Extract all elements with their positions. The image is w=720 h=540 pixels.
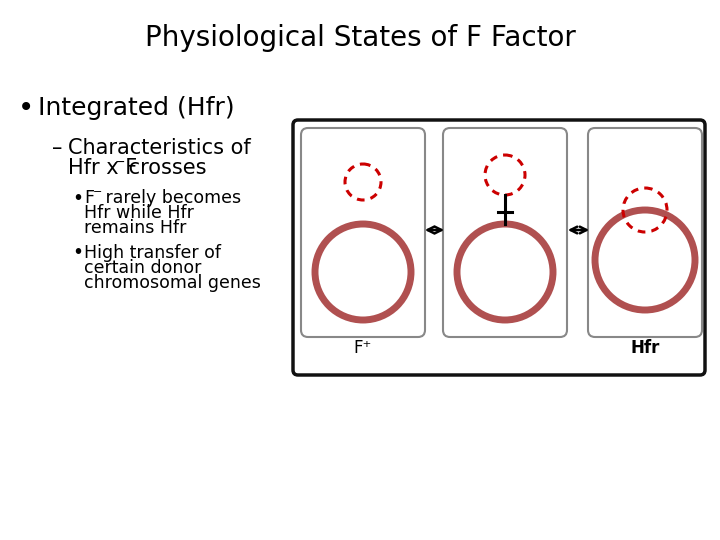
Text: remains Hfr: remains Hfr xyxy=(84,219,186,237)
Text: rarely becomes: rarely becomes xyxy=(100,189,241,207)
Text: crosses: crosses xyxy=(122,158,207,178)
Text: •: • xyxy=(72,244,83,262)
Text: •: • xyxy=(18,94,35,122)
FancyBboxPatch shape xyxy=(443,128,567,337)
Text: F: F xyxy=(84,189,94,207)
Text: F⁺: F⁺ xyxy=(354,339,372,357)
Text: Hfr: Hfr xyxy=(630,339,660,357)
Text: •: • xyxy=(72,188,83,207)
Text: −: − xyxy=(93,187,102,197)
Text: –: – xyxy=(52,138,63,158)
Text: chromosomal genes: chromosomal genes xyxy=(84,274,261,292)
Text: Physiological States of F Factor: Physiological States of F Factor xyxy=(145,24,575,52)
Text: Hfr x F: Hfr x F xyxy=(68,158,138,178)
FancyBboxPatch shape xyxy=(301,128,425,337)
Text: Integrated (Hfr): Integrated (Hfr) xyxy=(38,96,235,120)
Text: Characteristics of: Characteristics of xyxy=(68,138,251,158)
Text: High transfer of: High transfer of xyxy=(84,244,221,262)
Text: −: − xyxy=(115,156,125,168)
Text: Hfr while Hfr: Hfr while Hfr xyxy=(84,204,194,222)
FancyBboxPatch shape xyxy=(293,120,705,375)
Text: certain donor: certain donor xyxy=(84,259,202,277)
FancyBboxPatch shape xyxy=(588,128,702,337)
